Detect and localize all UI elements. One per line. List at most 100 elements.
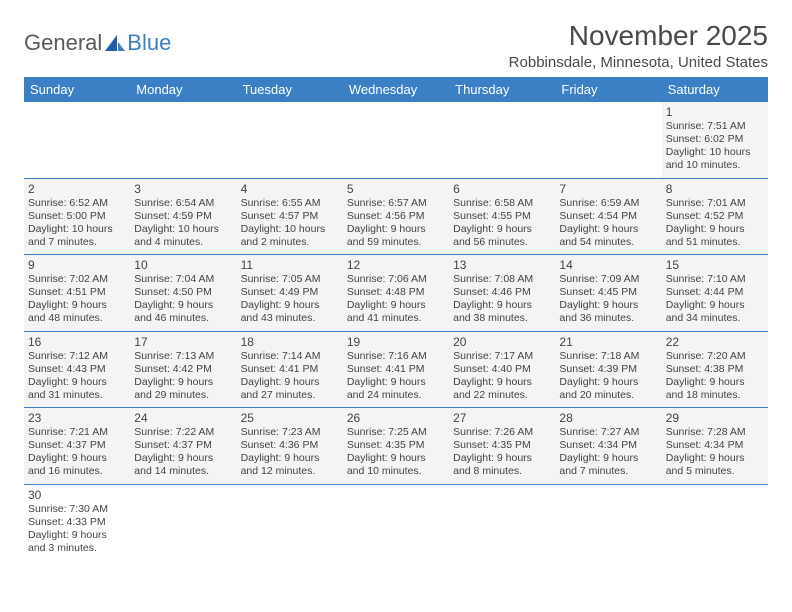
daylight-text: Daylight: 9 hours and 18 minutes.: [666, 376, 764, 402]
daylight-text: Daylight: 9 hours and 7 minutes.: [559, 452, 657, 478]
daylight-text: Daylight: 9 hours and 34 minutes.: [666, 299, 764, 325]
day-info: Sunrise: 7:14 AMSunset: 4:41 PMDaylight:…: [241, 350, 339, 403]
calendar-row: 9Sunrise: 7:02 AMSunset: 4:51 PMDaylight…: [24, 255, 768, 332]
day-info: Sunrise: 7:23 AMSunset: 4:36 PMDaylight:…: [241, 426, 339, 479]
daylight-text: Daylight: 9 hours and 41 minutes.: [347, 299, 445, 325]
day-info: Sunrise: 7:17 AMSunset: 4:40 PMDaylight:…: [453, 350, 551, 403]
sunset-text: Sunset: 4:49 PM: [241, 286, 339, 299]
day-info: Sunrise: 7:08 AMSunset: 4:46 PMDaylight:…: [453, 273, 551, 326]
day-number: 23: [28, 411, 126, 425]
daylight-text: Daylight: 9 hours and 46 minutes.: [134, 299, 232, 325]
calendar-cell: 22Sunrise: 7:20 AMSunset: 4:38 PMDayligh…: [662, 331, 768, 408]
calendar-cell: [449, 484, 555, 560]
sunset-text: Sunset: 4:38 PM: [666, 363, 764, 376]
calendar-cell: [343, 102, 449, 178]
calendar-cell: 5Sunrise: 6:57 AMSunset: 4:56 PMDaylight…: [343, 178, 449, 255]
weekday-header: Tuesday: [237, 77, 343, 102]
day-info: Sunrise: 6:58 AMSunset: 4:55 PMDaylight:…: [453, 197, 551, 250]
daylight-text: Daylight: 9 hours and 51 minutes.: [666, 223, 764, 249]
weekday-header: Monday: [130, 77, 236, 102]
day-info: Sunrise: 6:54 AMSunset: 4:59 PMDaylight:…: [134, 197, 232, 250]
daylight-text: Daylight: 9 hours and 54 minutes.: [559, 223, 657, 249]
day-number: 9: [28, 258, 126, 272]
day-info: Sunrise: 7:13 AMSunset: 4:42 PMDaylight:…: [134, 350, 232, 403]
sunrise-text: Sunrise: 7:23 AM: [241, 426, 339, 439]
sunrise-text: Sunrise: 7:25 AM: [347, 426, 445, 439]
daylight-text: Daylight: 9 hours and 48 minutes.: [28, 299, 126, 325]
sunset-text: Sunset: 4:37 PM: [28, 439, 126, 452]
location: Robbinsdale, Minnesota, United States: [509, 54, 768, 71]
day-number: 26: [347, 411, 445, 425]
day-number: 14: [559, 258, 657, 272]
day-number: 4: [241, 182, 339, 196]
sunrise-text: Sunrise: 7:17 AM: [453, 350, 551, 363]
header: General Blue November 2025 Robbinsdale, …: [24, 20, 768, 71]
day-number: 30: [28, 488, 126, 502]
title-block: November 2025 Robbinsdale, Minnesota, Un…: [509, 20, 768, 71]
sunset-text: Sunset: 4:54 PM: [559, 210, 657, 223]
daylight-text: Daylight: 9 hours and 22 minutes.: [453, 376, 551, 402]
calendar-cell: 26Sunrise: 7:25 AMSunset: 4:35 PMDayligh…: [343, 408, 449, 485]
day-info: Sunrise: 7:30 AMSunset: 4:33 PMDaylight:…: [28, 503, 126, 556]
day-number: 16: [28, 335, 126, 349]
day-info: Sunrise: 7:25 AMSunset: 4:35 PMDaylight:…: [347, 426, 445, 479]
calendar-cell: 17Sunrise: 7:13 AMSunset: 4:42 PMDayligh…: [130, 331, 236, 408]
calendar-cell: 6Sunrise: 6:58 AMSunset: 4:55 PMDaylight…: [449, 178, 555, 255]
logo: General Blue: [24, 30, 171, 56]
day-number: 15: [666, 258, 764, 272]
calendar-cell: 12Sunrise: 7:06 AMSunset: 4:48 PMDayligh…: [343, 255, 449, 332]
daylight-text: Daylight: 9 hours and 10 minutes.: [347, 452, 445, 478]
day-number: 19: [347, 335, 445, 349]
calendar-cell: 2Sunrise: 6:52 AMSunset: 5:00 PMDaylight…: [24, 178, 130, 255]
daylight-text: Daylight: 9 hours and 38 minutes.: [453, 299, 551, 325]
sunrise-text: Sunrise: 6:57 AM: [347, 197, 445, 210]
daylight-text: Daylight: 9 hours and 3 minutes.: [28, 529, 126, 555]
sunrise-text: Sunrise: 7:14 AM: [241, 350, 339, 363]
sunrise-text: Sunrise: 7:10 AM: [666, 273, 764, 286]
calendar-cell: 23Sunrise: 7:21 AMSunset: 4:37 PMDayligh…: [24, 408, 130, 485]
daylight-text: Daylight: 9 hours and 27 minutes.: [241, 376, 339, 402]
sunset-text: Sunset: 4:55 PM: [453, 210, 551, 223]
logo-text-blue: Blue: [127, 30, 171, 56]
sunrise-text: Sunrise: 6:52 AM: [28, 197, 126, 210]
daylight-text: Daylight: 9 hours and 29 minutes.: [134, 376, 232, 402]
calendar-cell: [24, 102, 130, 178]
calendar-cell: 25Sunrise: 7:23 AMSunset: 4:36 PMDayligh…: [237, 408, 343, 485]
day-number: 28: [559, 411, 657, 425]
sunrise-text: Sunrise: 7:28 AM: [666, 426, 764, 439]
sunrise-text: Sunrise: 7:04 AM: [134, 273, 232, 286]
calendar-cell: [237, 102, 343, 178]
daylight-text: Daylight: 9 hours and 16 minutes.: [28, 452, 126, 478]
calendar-table: SundayMondayTuesdayWednesdayThursdayFrid…: [24, 77, 768, 560]
calendar-cell: [449, 102, 555, 178]
sail-icon: [104, 33, 126, 53]
day-number: 13: [453, 258, 551, 272]
sunrise-text: Sunrise: 7:16 AM: [347, 350, 445, 363]
calendar-cell: 24Sunrise: 7:22 AMSunset: 4:37 PMDayligh…: [130, 408, 236, 485]
calendar-cell: [130, 102, 236, 178]
day-info: Sunrise: 7:10 AMSunset: 4:44 PMDaylight:…: [666, 273, 764, 326]
calendar-cell: 13Sunrise: 7:08 AMSunset: 4:46 PMDayligh…: [449, 255, 555, 332]
sunrise-text: Sunrise: 7:20 AM: [666, 350, 764, 363]
day-number: 3: [134, 182, 232, 196]
day-number: 22: [666, 335, 764, 349]
sunrise-text: Sunrise: 6:59 AM: [559, 197, 657, 210]
weekday-header: Wednesday: [343, 77, 449, 102]
sunset-text: Sunset: 4:45 PM: [559, 286, 657, 299]
sunset-text: Sunset: 4:35 PM: [347, 439, 445, 452]
sunset-text: Sunset: 4:43 PM: [28, 363, 126, 376]
sunset-text: Sunset: 4:51 PM: [28, 286, 126, 299]
calendar-row: 2Sunrise: 6:52 AMSunset: 5:00 PMDaylight…: [24, 178, 768, 255]
calendar-cell: 18Sunrise: 7:14 AMSunset: 4:41 PMDayligh…: [237, 331, 343, 408]
day-info: Sunrise: 7:04 AMSunset: 4:50 PMDaylight:…: [134, 273, 232, 326]
sunset-text: Sunset: 4:39 PM: [559, 363, 657, 376]
month-title: November 2025: [509, 20, 768, 52]
day-info: Sunrise: 6:55 AMSunset: 4:57 PMDaylight:…: [241, 197, 339, 250]
daylight-text: Daylight: 9 hours and 14 minutes.: [134, 452, 232, 478]
sunrise-text: Sunrise: 7:18 AM: [559, 350, 657, 363]
day-info: Sunrise: 7:26 AMSunset: 4:35 PMDaylight:…: [453, 426, 551, 479]
day-info: Sunrise: 7:05 AMSunset: 4:49 PMDaylight:…: [241, 273, 339, 326]
day-number: 27: [453, 411, 551, 425]
day-number: 8: [666, 182, 764, 196]
day-number: 25: [241, 411, 339, 425]
